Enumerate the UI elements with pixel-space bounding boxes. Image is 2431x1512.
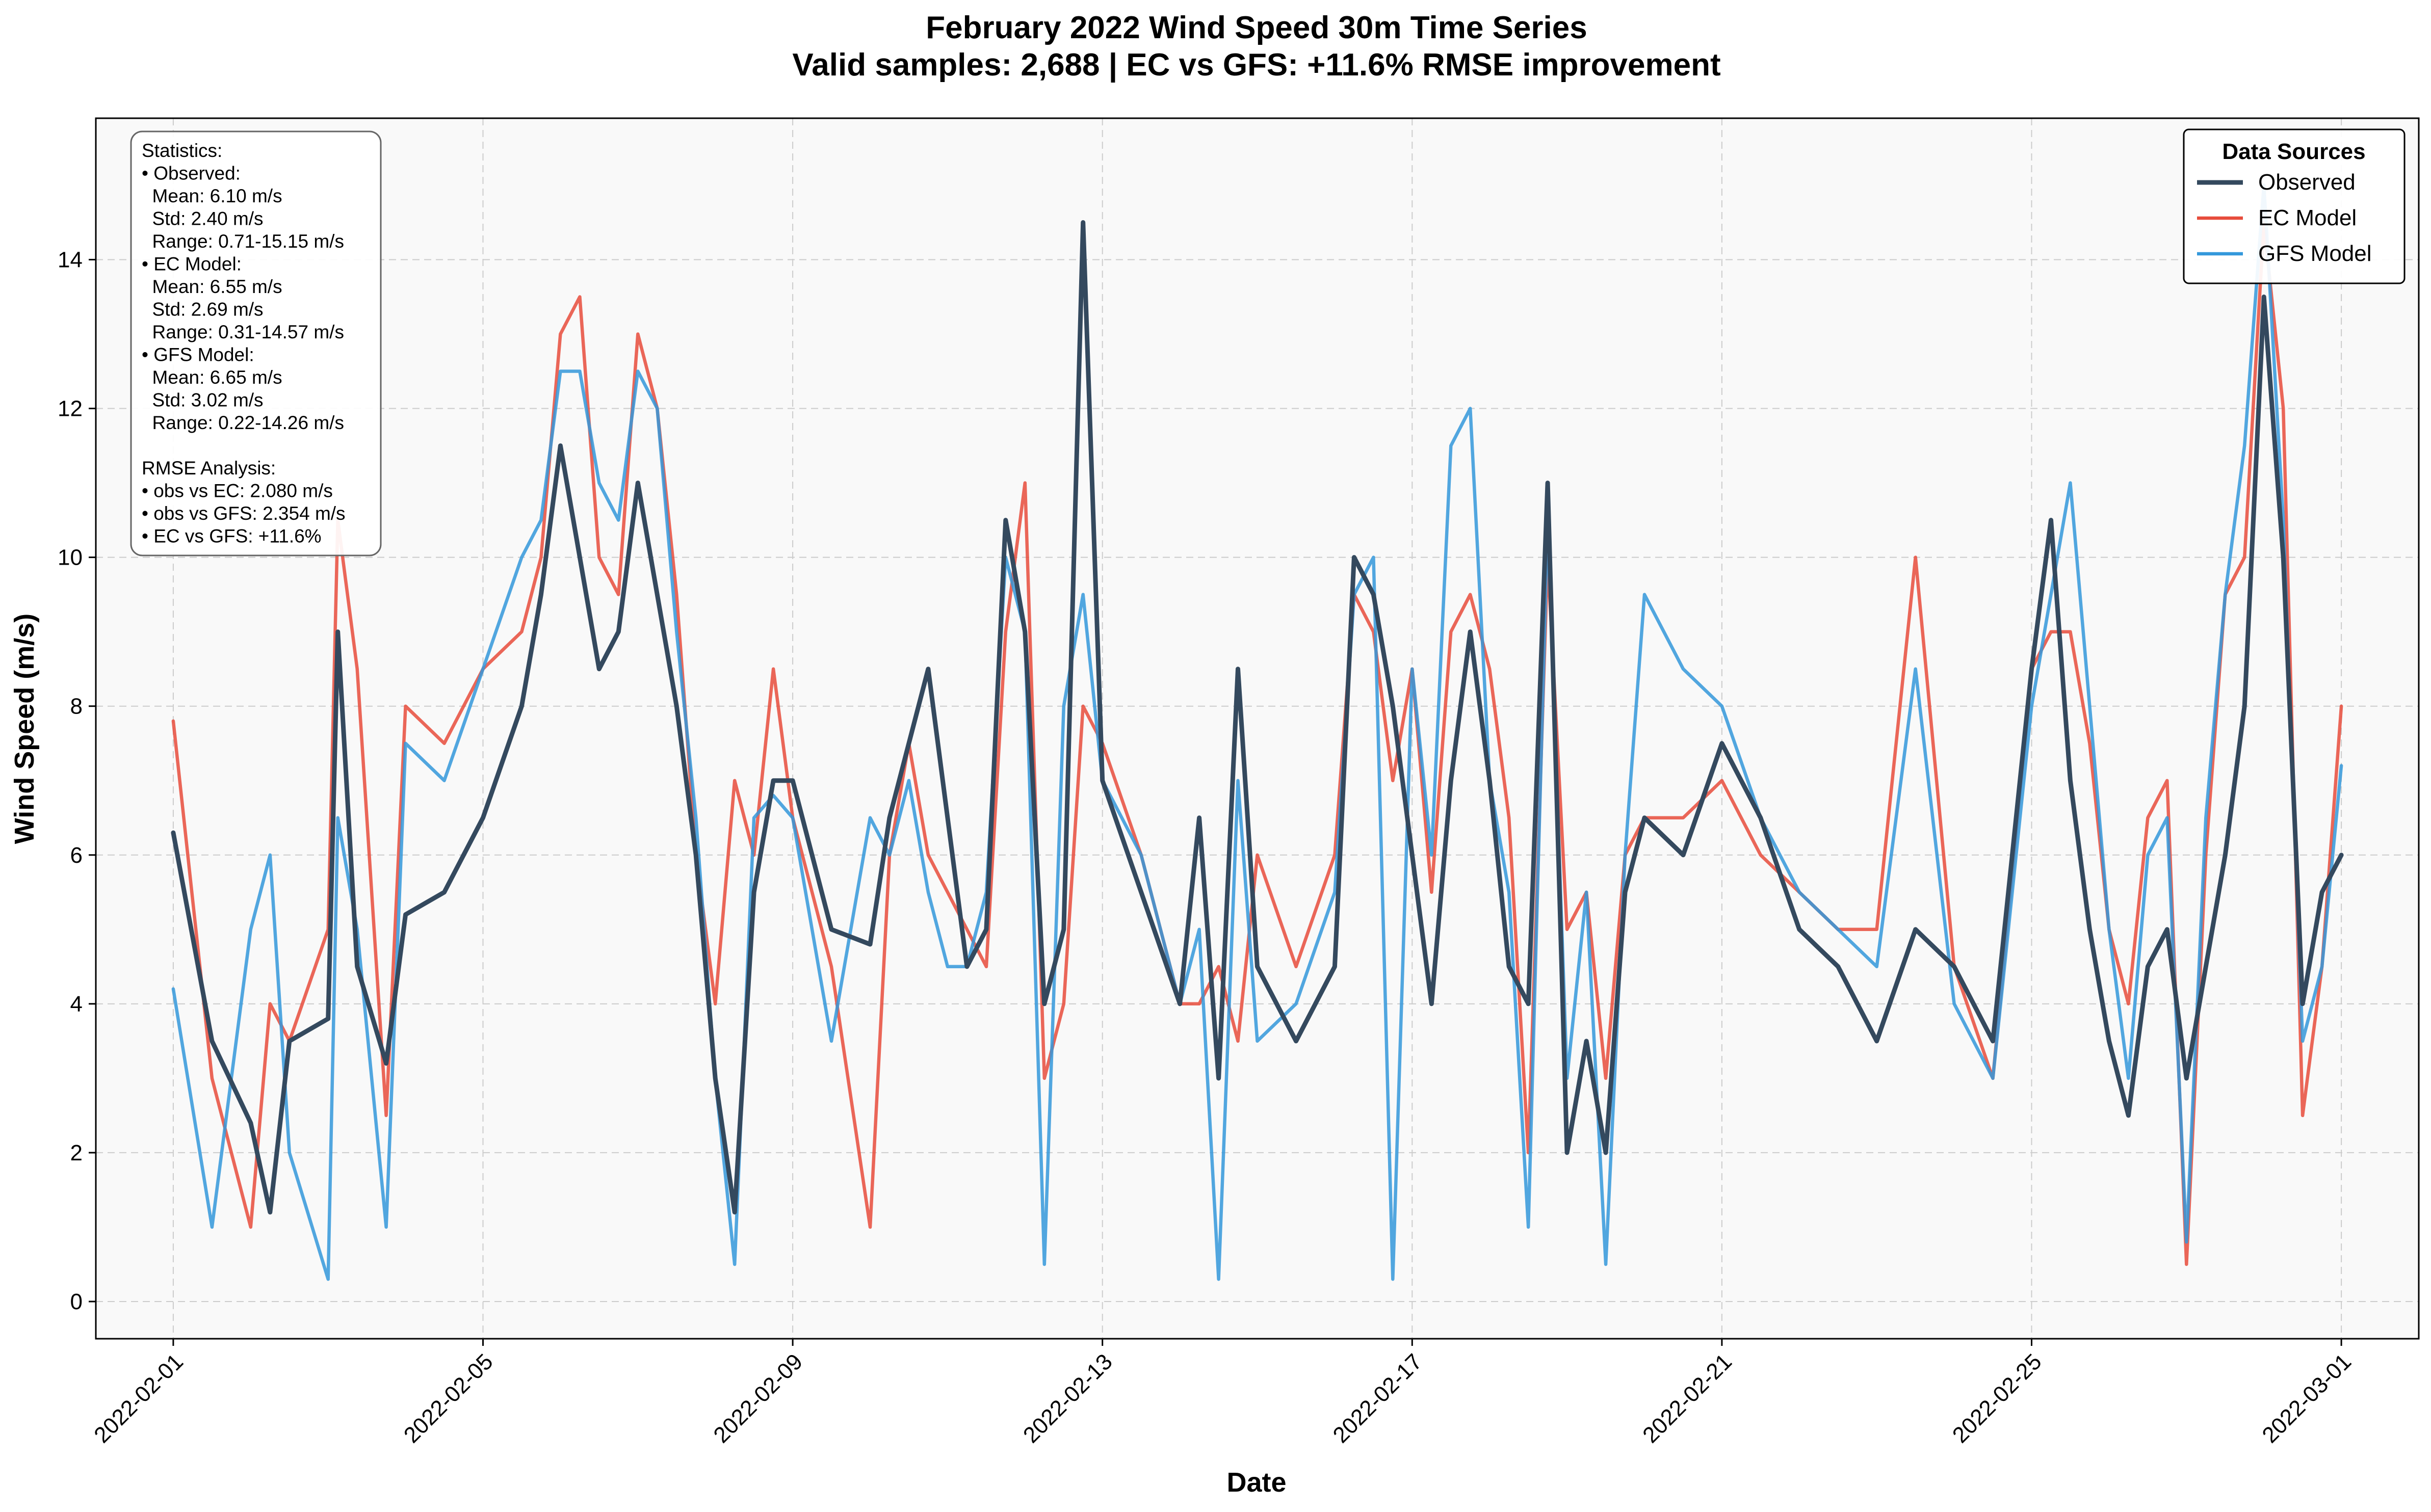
statistics-line: • obs vs GFS: 2.354 m/s <box>142 503 346 524</box>
plot-frame <box>95 117 2420 1340</box>
statistics-line: • EC Model: <box>142 254 242 275</box>
y-axis: 0 2 4 6 8 10 12 14 <box>58 247 96 1314</box>
statistics-line: • Observed: <box>142 163 241 184</box>
statistics-line: Mean: 6.55 m/s <box>142 276 282 297</box>
statistics-line: Std: 3.02 m/s <box>142 390 264 411</box>
y-axis-label: Wind Speed (m/s) <box>9 614 40 844</box>
statistics-line: • obs vs EC: 2.080 m/s <box>142 481 333 501</box>
y-tick-label: 6 <box>70 843 83 868</box>
series-line-ec-model <box>171 221 2343 1266</box>
statistics-line: • EC vs GFS: +11.6% <box>142 526 322 547</box>
statistics-line: Range: 0.22-14.26 m/s <box>142 412 344 433</box>
y-tick-label: 2 <box>70 1140 83 1165</box>
series-line-observed <box>171 220 2344 1215</box>
statistics-line: • GFS Model: <box>142 344 254 365</box>
chart-title: February 2022 Wind Speed 30m Time Series <box>926 10 1587 45</box>
statistics-box-frame <box>130 130 382 556</box>
legend-title: Data Sources <box>2222 139 2365 164</box>
statistics-line: Mean: 6.65 m/s <box>142 367 282 388</box>
statistics-line: Mean: 6.10 m/s <box>142 185 282 206</box>
statistics-line: Range: 0.31-14.57 m/s <box>142 322 344 342</box>
statistics-line: Std: 2.40 m/s <box>142 208 264 229</box>
chart-subtitle: Valid samples: 2,688 | EC vs GFS: +11.6%… <box>792 47 1720 83</box>
x-axis-label: Date <box>1226 1467 1286 1498</box>
statistics-line: RMSE Analysis: <box>142 458 276 479</box>
series-line-gfs-model <box>171 183 2343 1281</box>
y-tick-label: 8 <box>70 694 83 719</box>
legend-entry: Observed <box>2258 170 2356 195</box>
statistics-lines: Statistics:• Observed: Mean: 6.10 m/s St… <box>142 140 346 547</box>
y-tick-label: 14 <box>58 247 83 272</box>
y-tick-label: 0 <box>70 1289 83 1314</box>
plot-area <box>96 118 2419 1339</box>
series-layer <box>171 183 2344 1281</box>
legend-entry: EC Model <box>2258 205 2357 230</box>
statistics-line: Range: 0.71-15.15 m/s <box>142 231 344 252</box>
y-tick-label: 12 <box>58 396 83 421</box>
y-tick-label: 10 <box>58 545 83 570</box>
statistics-line: Std: 2.69 m/s <box>142 299 264 320</box>
y-tick-label: 4 <box>70 992 83 1017</box>
legend-items: Observed EC Model GFS Model <box>2197 170 2372 266</box>
legend-frame <box>2183 128 2406 284</box>
statistics-box: Statistics:• Observed: Mean: 6.10 m/s St… <box>130 130 382 556</box>
statistics-line: Statistics: <box>142 140 222 161</box>
legend: Data Sources Observed EC Model GFS Model <box>2183 128 2406 284</box>
legend-entry: GFS Model <box>2258 241 2372 266</box>
